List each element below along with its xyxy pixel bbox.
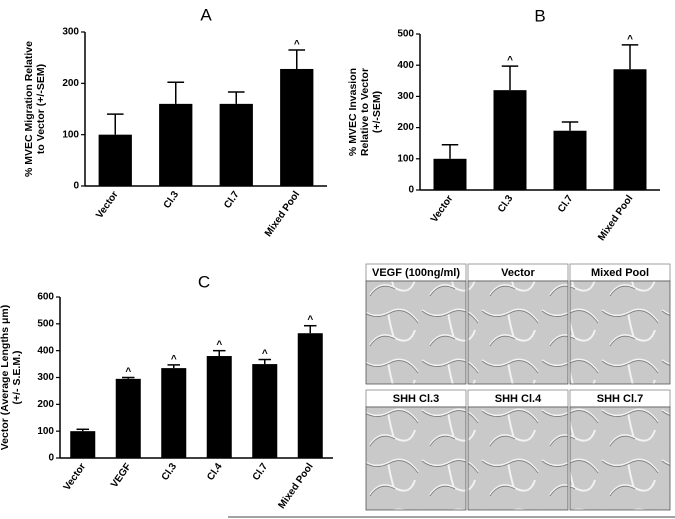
micrograph-label: SHH Cl.4 (495, 393, 542, 405)
significance-marker: ^ (216, 340, 222, 351)
y-tick-label: 600 (37, 292, 54, 303)
bar (613, 69, 647, 190)
y-tick-label: 400 (397, 60, 414, 71)
y-tick-label: 0 (48, 453, 54, 464)
y-axis-label: Relative to Vector (359, 68, 371, 156)
y-axis-label: Vector (Average Lengths μm) (0, 305, 11, 451)
y-axis-label: (+/- S.E.M.) (11, 351, 23, 405)
x-tick-label: Mixed Pool (263, 189, 302, 239)
x-tick-label: Cl.7 (251, 461, 271, 483)
y-tick-label: 0 (408, 185, 414, 196)
bar (297, 333, 323, 458)
micrograph-label: VEGF (100ng/ml) (372, 267, 460, 279)
micrograph-label: Vector (501, 267, 535, 279)
bar (115, 378, 141, 458)
x-tick-label: Cl.3 (496, 193, 516, 215)
significance-marker: ^ (307, 315, 313, 326)
y-tick-label: 200 (37, 399, 54, 410)
bar (553, 130, 587, 190)
x-tick-label: Cl.3 (162, 189, 182, 211)
y-tick-label: 100 (37, 426, 54, 437)
y-tick-label: 200 (397, 122, 414, 133)
significance-marker: ^ (262, 349, 268, 360)
y-tick-label: 100 (397, 153, 414, 164)
micrograph (569, 280, 671, 385)
y-axis-label: % MVEC Invasion (347, 68, 359, 156)
x-tick-label: Mixed Pool (596, 193, 635, 243)
bar (206, 356, 232, 458)
bar (433, 158, 467, 190)
y-axis-label: to Vector (+/-SEM) (35, 64, 47, 154)
x-tick-label: Vector (429, 193, 456, 224)
chart-title: C (198, 272, 210, 291)
bar (159, 103, 193, 186)
x-tick-label: Cl.7 (556, 193, 576, 215)
bar (493, 90, 527, 190)
bar (161, 368, 187, 458)
micrograph-label: SHH Cl.7 (597, 393, 643, 405)
chart-title: A (200, 5, 212, 24)
micrograph (467, 280, 569, 385)
micrograph-label: Mixed Pool (591, 267, 649, 279)
significance-marker: ^ (627, 34, 633, 45)
significance-marker: ^ (171, 354, 177, 365)
y-tick-label: 100 (62, 129, 79, 140)
significance-marker: ^ (294, 39, 300, 50)
y-tick-label: 500 (37, 318, 54, 329)
y-tick-label: 200 (62, 78, 79, 89)
micrograph (569, 406, 671, 511)
y-tick-label: 300 (62, 27, 79, 38)
y-tick-label: 300 (37, 372, 54, 383)
significance-marker: ^ (507, 55, 513, 66)
bar (70, 431, 96, 458)
x-tick-label: Cl.7 (222, 189, 242, 211)
bar (252, 364, 278, 458)
micrograph-label: SHH Cl.3 (393, 393, 439, 405)
bar (280, 68, 314, 186)
y-tick-label: 500 (397, 29, 414, 40)
micrograph (467, 406, 569, 511)
y-tick-label: 400 (37, 345, 54, 356)
micrograph (365, 280, 467, 385)
significance-marker: ^ (125, 367, 131, 378)
y-tick-label: 300 (397, 91, 414, 102)
x-tick-label: VEGF (109, 461, 134, 490)
chart-title: B (534, 6, 545, 25)
x-tick-label: Vector (94, 189, 121, 220)
bar (219, 103, 253, 186)
x-tick-label: Cl.3 (160, 461, 180, 483)
y-axis-label: (+/-SEM) (371, 91, 383, 133)
y-tick-label: 0 (73, 181, 79, 192)
x-tick-label: Mixed Pool (276, 461, 315, 511)
x-tick-label: Cl.4 (205, 461, 225, 483)
x-tick-label: Vector (62, 461, 89, 492)
bar (98, 134, 132, 186)
y-axis-label: % MVEC Migration Relative (23, 41, 35, 177)
micrograph (365, 406, 467, 511)
